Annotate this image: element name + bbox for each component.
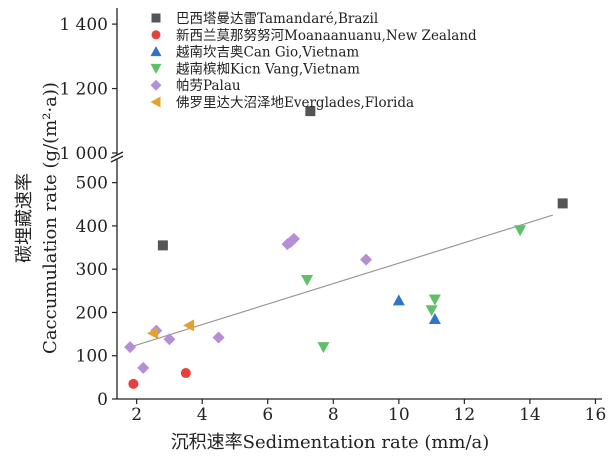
data-point	[428, 312, 441, 324]
data-point	[317, 342, 330, 354]
legend: 巴西塔曼达雷Tamandaré,Brazil新西兰莫那努努河Moanaanuan…	[150, 11, 477, 111]
x-tick-label: 14	[519, 405, 541, 425]
legend-marker	[150, 46, 162, 57]
legend-marker	[151, 30, 161, 40]
y-tick-label: 1 000	[59, 144, 108, 164]
y-tick-label: 1 400	[59, 15, 108, 35]
data-point	[301, 275, 314, 286]
legend-label: 越南坎吉奥Can Gio,Vietnam	[176, 44, 359, 61]
data-point	[137, 361, 150, 374]
data-point	[305, 106, 316, 117]
data-point	[428, 294, 441, 306]
y-tick-label: 1 200	[59, 80, 108, 100]
y-tick-label: 300	[76, 260, 108, 280]
x-tick-label: 16	[585, 405, 607, 425]
data-point	[180, 368, 191, 379]
legend-label: 新西兰莫那努努河Moanaanuanu,New Zealand	[176, 28, 477, 44]
x-axis-title: 沉积速率Sedimentation rate (mm/a)	[171, 432, 490, 453]
data-point	[157, 240, 168, 251]
x-tick-label: 6	[262, 405, 273, 425]
legend-marker	[150, 96, 161, 108]
data-point	[183, 319, 195, 332]
data-point	[392, 294, 405, 306]
x-tick-label: 2	[131, 405, 142, 425]
legend-label: 越南槟椥Kicn Vang,Vietnam	[176, 61, 360, 77]
x-tick-label: 10	[388, 405, 410, 425]
axes: 2 4 6 8 10 12 14 16 0 100 200 300 400 500 1 000 1 200 1 …	[59, 8, 606, 425]
y-tick-label: 400	[76, 217, 108, 237]
legend-label: 巴西塔曼达雷Tamandaré,Brazil	[176, 11, 378, 27]
data-point	[212, 331, 225, 344]
y-tick-label: 500	[76, 174, 108, 194]
legend-marker	[150, 63, 162, 74]
data-point	[128, 378, 139, 389]
data-point	[163, 333, 176, 346]
data-point	[514, 225, 527, 237]
y-tick-label: 200	[76, 303, 108, 323]
data-point	[360, 253, 373, 266]
legend-marker	[150, 79, 162, 91]
data-point	[557, 198, 568, 209]
y-tick-label: 100	[76, 347, 108, 367]
axis-break-mark	[110, 151, 124, 159]
data-point	[147, 327, 159, 340]
x-tick-label: 8	[328, 405, 339, 425]
legend-label: 帕劳Palau	[176, 78, 241, 94]
x-tick-label: 4	[197, 405, 208, 425]
legend-marker	[151, 13, 161, 23]
axis-break-mark	[110, 155, 124, 163]
data-point	[287, 232, 300, 245]
legend-label: 佛罗里达大沼泽地Everglades,Florida	[176, 95, 414, 111]
x-tick-label: 12	[454, 405, 476, 425]
y-axis-title: Caccumulation rate (g/(m²·a))	[40, 82, 61, 354]
data-point	[124, 341, 137, 354]
trendline	[129, 214, 554, 348]
y-axis-title-chinese: 碳埋藏速率	[14, 173, 35, 263]
plot-area	[124, 106, 568, 389]
data-point	[425, 305, 438, 317]
y-tick-label: 0	[97, 390, 108, 410]
